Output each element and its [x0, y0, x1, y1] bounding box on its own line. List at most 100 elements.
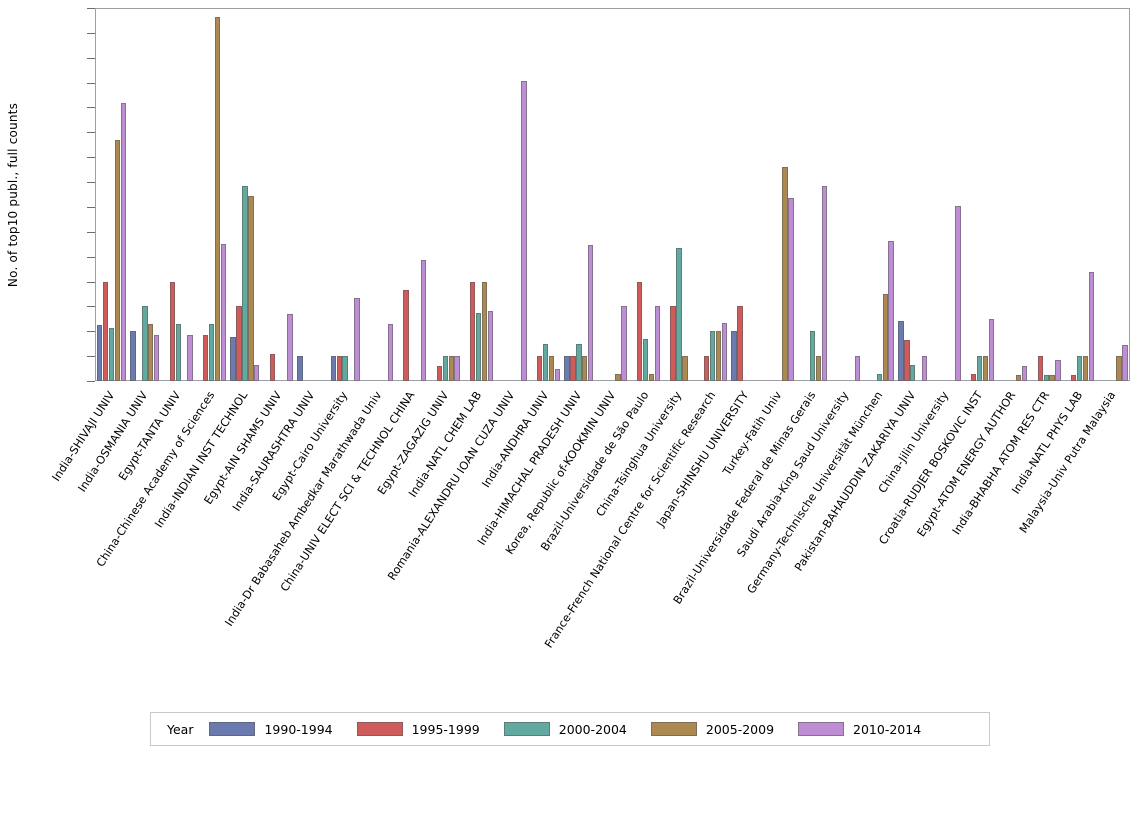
bar	[682, 356, 688, 381]
legend-label: 2000-2004	[558, 721, 627, 737]
bar	[187, 335, 193, 381]
legend-item[interactable]: 2005-2009	[650, 721, 788, 737]
bar-series-layer	[95, 8, 1130, 381]
legend-items: 1990-1994 1995-1999 2000-2004 2005-2009 2010…	[199, 722, 935, 737]
bar	[548, 356, 555, 381]
x-tick-label: Egypt-TANTA UNIV	[116, 389, 184, 483]
bar	[114, 139, 121, 381]
x-tick-label: France-French National Centre for Scient…	[541, 389, 719, 651]
legend-title: Year	[167, 721, 194, 737]
bar	[476, 312, 482, 381]
x-tick-label: Saudi Arabia-King Saud University	[734, 389, 852, 560]
bar	[721, 322, 727, 381]
bar	[821, 185, 828, 381]
bar	[354, 297, 360, 381]
bar	[1076, 356, 1083, 381]
bar	[782, 167, 788, 381]
x-tick-label: China-Tsinghua University	[593, 389, 685, 520]
x-tick-label: India-HIMACHAL PRADESH UNIV	[475, 389, 585, 548]
y-tick-mark	[87, 231, 95, 233]
bar	[642, 338, 649, 381]
bar	[287, 313, 293, 381]
bar	[737, 306, 743, 381]
bar	[876, 373, 883, 381]
bar	[898, 321, 904, 381]
x-tick-label: India-SHIVAJI UNIV	[49, 389, 118, 484]
x-tick-label: Croatia-RUDJER BOSKOVIC INST	[876, 389, 986, 548]
bar	[904, 339, 910, 381]
bar	[1122, 344, 1128, 381]
x-tick-label: Egypt-Cairo University	[270, 389, 351, 504]
bar	[208, 323, 215, 381]
bar	[175, 323, 181, 381]
bar	[1021, 366, 1028, 381]
bar	[481, 281, 488, 381]
bar	[248, 195, 254, 381]
bar	[1055, 359, 1061, 381]
x-tick-label: India-ANDHRA UNIV	[479, 389, 552, 491]
legend-swatch	[356, 722, 403, 736]
bar	[1082, 356, 1089, 381]
legend-label: 2005-2009	[705, 721, 775, 737]
bar	[102, 281, 109, 381]
bar	[955, 205, 961, 381]
x-tick-label: India-OSMANIA UNIV	[75, 389, 151, 495]
bar	[214, 16, 221, 381]
bar	[1049, 374, 1055, 381]
bar	[108, 327, 115, 381]
bar	[96, 325, 103, 381]
legend-label: 2010-2014	[853, 721, 922, 737]
x-tick-label: Germany-Technische Universität München	[744, 389, 885, 597]
bar	[855, 356, 861, 381]
bar	[436, 366, 443, 381]
bar	[815, 356, 822, 381]
y-axis-title: No. of top10 publ., full counts	[6, 102, 20, 288]
x-tick-label: Egypt-AIN SHAMS UNIV	[201, 389, 285, 507]
y-tick-mark	[87, 8, 95, 9]
x-tick-label: Japan-SHINSHU UNIVERSITY	[654, 389, 752, 530]
bar	[703, 356, 710, 381]
bar	[976, 356, 983, 381]
bar	[470, 281, 476, 381]
bar	[1088, 271, 1095, 381]
bar	[576, 343, 582, 381]
bar	[648, 373, 655, 381]
bar	[788, 198, 794, 381]
bar	[230, 337, 236, 381]
bar	[637, 281, 643, 381]
bar	[220, 244, 227, 381]
legend-item[interactable]: 2010-2014	[798, 722, 935, 737]
legend-swatch	[650, 722, 697, 736]
bar	[403, 290, 409, 381]
bar	[521, 81, 527, 381]
legend-item[interactable]: 1995-1999	[356, 722, 494, 737]
x-tick-label: China-Chinese Academy of Sciences	[93, 389, 218, 570]
bar	[1043, 374, 1049, 381]
bar	[236, 306, 242, 381]
bar	[297, 356, 303, 381]
bar	[1071, 374, 1077, 381]
x-tick-label: Egypt-ATOM ENERGY AUTHOR	[914, 389, 1019, 540]
bar	[387, 323, 394, 381]
x-tick-label: Egypt-ZAGAZIG UNIV	[374, 389, 451, 497]
y-tick-mark	[87, 82, 95, 84]
bar	[542, 343, 549, 381]
bar	[564, 356, 570, 381]
bar	[615, 373, 621, 381]
chart-legend: Year 1990-1994 1995-1999 2000-2004 2005-200…	[150, 712, 990, 746]
bar	[487, 311, 494, 381]
x-tick-label: China-Jilin University	[876, 389, 952, 496]
bar	[670, 306, 676, 381]
legend-item[interactable]: 2000-2004	[503, 721, 641, 737]
legend-item[interactable]: 1990-1994	[209, 722, 346, 737]
bar	[982, 356, 989, 381]
bar	[169, 281, 175, 381]
bar	[709, 331, 716, 381]
bar	[330, 356, 337, 381]
bar	[203, 335, 209, 381]
bar	[448, 356, 454, 381]
bar	[1016, 374, 1022, 381]
bar	[130, 331, 136, 381]
bar	[654, 306, 661, 381]
bar	[676, 247, 682, 381]
